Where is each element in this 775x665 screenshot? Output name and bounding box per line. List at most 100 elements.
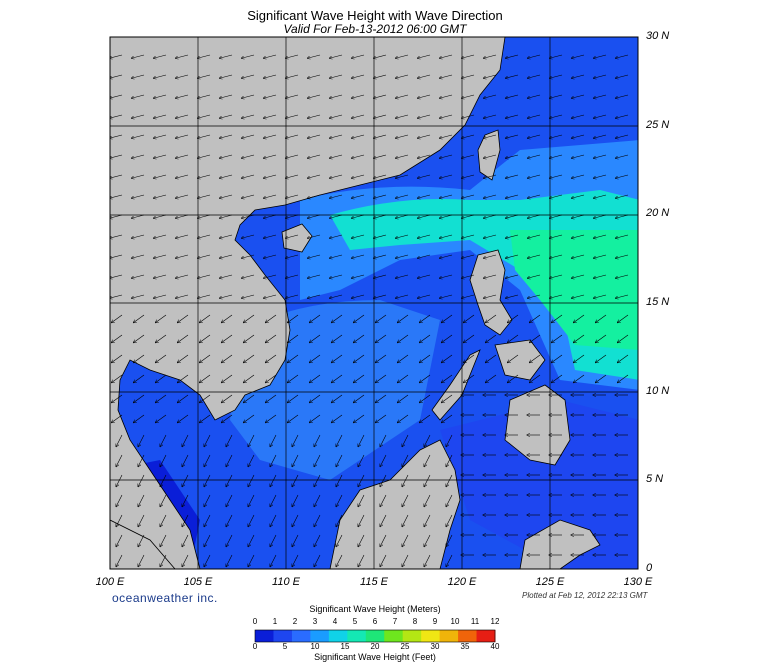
- wave-direction-arrow: [527, 174, 541, 178]
- wave-direction-arrow: [197, 134, 211, 138]
- wave-direction-arrow: [380, 474, 387, 487]
- wave-direction-arrow: [116, 474, 123, 487]
- wave-direction-arrow: [199, 334, 211, 343]
- legend-swatch: [255, 630, 274, 642]
- legend-tick-meters: 9: [432, 617, 438, 626]
- wave-direction-arrow: [265, 314, 277, 323]
- wave-direction-arrow: [241, 134, 255, 138]
- legend-tick-meters: 7: [392, 617, 398, 626]
- wave-direction-arrow: [221, 354, 233, 363]
- legend-swatch: [439, 630, 459, 642]
- wave-direction-arrow: [110, 234, 123, 238]
- wave-direction-arrow: [551, 354, 563, 363]
- wave-direction-arrow: [199, 354, 211, 363]
- wave-direction-arrow: [395, 254, 409, 258]
- wave-direction-arrow: [265, 374, 277, 383]
- wave-direction-arrow: [424, 454, 431, 467]
- wave-direction-arrow: [241, 154, 255, 158]
- wave-direction-arrow: [197, 94, 211, 98]
- wave-direction-arrow: [110, 54, 123, 58]
- wave-direction-arrow: [417, 94, 431, 98]
- wave-direction-arrow: [351, 174, 365, 178]
- latitude-label: 10 N: [646, 384, 670, 397]
- wave-direction-arrow: [307, 74, 321, 78]
- legend-color-bar: [254, 629, 496, 643]
- wave-direction-arrow: [461, 94, 475, 98]
- wave-direction-arrow: [182, 534, 189, 547]
- land-asia-mainland: [110, 37, 506, 569]
- wave-direction-arrow: [395, 294, 409, 298]
- wave-direction-arrow: [197, 74, 211, 78]
- wave-direction-arrow: [177, 414, 189, 423]
- wave-direction-arrow: [373, 154, 387, 158]
- wave-direction-arrow: [153, 294, 167, 298]
- wave-direction-arrow: [131, 274, 145, 278]
- wave-direction-arrow: [395, 274, 409, 278]
- wave-direction-arrow: [241, 254, 255, 258]
- legend-swatch: [384, 630, 404, 642]
- wave-direction-arrow: [373, 94, 387, 98]
- wave-direction-arrow: [155, 394, 167, 403]
- wave-direction-arrow: [397, 394, 409, 403]
- wave-direction-arrow: [309, 334, 321, 343]
- wave-direction-arrow: [329, 214, 343, 218]
- wave-direction-arrow: [265, 354, 277, 363]
- wave-direction-arrow: [131, 114, 145, 118]
- wave-direction-arrow: [593, 74, 607, 78]
- wave-direction-arrow: [402, 554, 409, 567]
- wave-direction-arrow: [353, 374, 365, 383]
- wave-direction-arrow: [263, 194, 277, 198]
- wave-direction-arrow: [395, 234, 409, 238]
- wave-direction-arrow: [138, 454, 145, 467]
- wave-direction-arrow: [351, 74, 365, 78]
- wave-direction-arrow: [397, 354, 409, 363]
- wave-direction-arrow: [307, 294, 321, 298]
- legend-tick-meters: 0: [252, 617, 258, 626]
- wave-direction-arrow: [248, 454, 255, 467]
- legend-tick-meters: 2: [292, 617, 298, 626]
- wave-direction-arrow: [373, 134, 387, 138]
- wave-direction-arrow: [505, 134, 519, 138]
- wave-direction-arrow: [549, 274, 563, 278]
- wave-direction-arrow: [292, 434, 299, 447]
- wave-direction-arrow: [110, 194, 123, 198]
- wave-direction-arrow: [160, 494, 167, 507]
- wave-direction-arrow: [527, 194, 541, 198]
- wave-direction-arrow: [175, 214, 189, 218]
- wave-direction-arrow: [270, 554, 277, 567]
- wave-direction-arrow: [219, 194, 233, 198]
- wave-direction-arrow: [505, 174, 519, 178]
- longitude-label: 115 E: [360, 576, 388, 588]
- wave-direction-arrow: [241, 294, 255, 298]
- wave-direction-arrow: [285, 194, 299, 198]
- wave-direction-arrow: [593, 134, 607, 138]
- wave-direction-arrow: [402, 494, 409, 507]
- wave-direction-arrow: [175, 194, 189, 198]
- wave-direction-arrow: [221, 334, 233, 343]
- wave-direction-arrow: [182, 454, 189, 467]
- wave-direction-arrow: [131, 74, 145, 78]
- wave-direction-arrow: [307, 234, 321, 238]
- wave-direction-arrow: [483, 274, 497, 278]
- wave-direction-arrow: [593, 234, 607, 238]
- wave-direction-arrow: [314, 554, 321, 567]
- wave-direction-arrow: [424, 514, 431, 527]
- wave-direction-arrow: [593, 114, 607, 118]
- wave-direction-arrow: [110, 154, 123, 158]
- wave-direction-arrow: [177, 334, 189, 343]
- wave-direction-arrows: [110, 54, 629, 567]
- latitude-label: 30 N: [646, 30, 670, 42]
- legend-swatch: [421, 630, 441, 642]
- wave-direction-arrow: [615, 194, 629, 198]
- wave-direction-arrow: [197, 194, 211, 198]
- wave-direction-arrow: [199, 394, 211, 403]
- wave-direction-arrow: [424, 474, 431, 487]
- wave-direction-arrow: [571, 214, 585, 218]
- wave-direction-arrow: [417, 234, 431, 238]
- wave-direction-arrow: [116, 494, 123, 507]
- wave-direction-arrow: [461, 234, 475, 238]
- wave-direction-arrow: [111, 394, 123, 403]
- wave-direction-arrow: [263, 294, 277, 298]
- wave-direction-arrow: [351, 154, 365, 158]
- wave-direction-arrow: [395, 154, 409, 158]
